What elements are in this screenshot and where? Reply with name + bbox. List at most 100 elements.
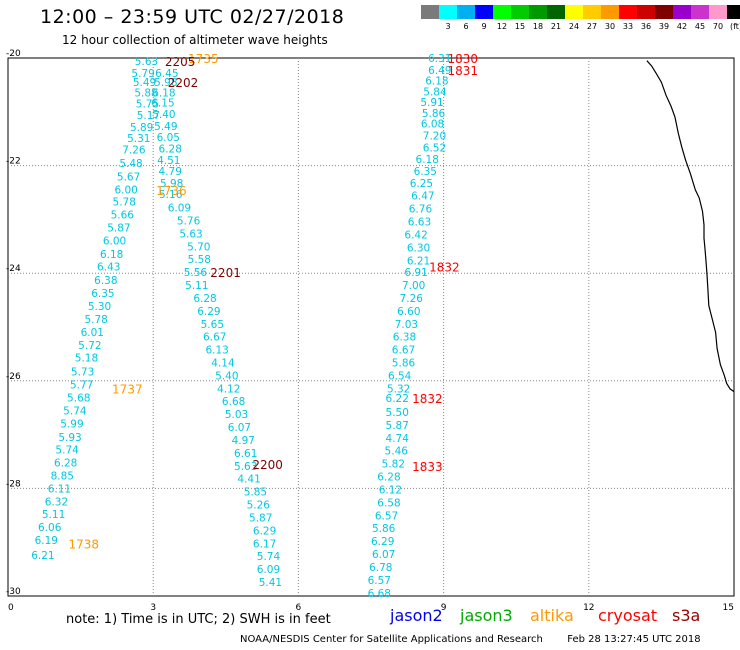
scale-swatch bbox=[457, 5, 475, 19]
wave-height-label: 5.82 bbox=[382, 459, 405, 471]
wave-height-label: 5.63 bbox=[135, 56, 158, 68]
wave-height-label: 5.75 bbox=[136, 99, 159, 111]
scale-swatch bbox=[583, 5, 601, 19]
wave-height-label: 6.35 bbox=[91, 288, 114, 300]
wave-height-label: 4.41 bbox=[237, 474, 260, 486]
wave-height-label: 5.11 bbox=[185, 280, 208, 292]
wave-height-label: 5.74 bbox=[63, 405, 87, 417]
wave-height-label: 4.14 bbox=[211, 358, 235, 370]
chart-title: 12:00 – 23:59 UTC 02/27/2018 bbox=[40, 6, 345, 28]
wave-height-label: 5.86 bbox=[392, 358, 416, 370]
wave-height-label: 5.68 bbox=[67, 392, 90, 404]
wave-height-label: 5.56 bbox=[184, 267, 208, 279]
wave-height-label: 5.77 bbox=[70, 380, 93, 392]
wave-height-label: 6.18 bbox=[416, 154, 439, 166]
scale-label: 3 bbox=[445, 22, 451, 31]
scale-cell: 6 bbox=[457, 5, 475, 31]
wave-height-label: 6.61 bbox=[234, 448, 257, 460]
wave-height-label: 5.03 bbox=[225, 409, 248, 421]
wave-height-label: 6.19 bbox=[35, 535, 58, 547]
wave-height-label: 6.63 bbox=[408, 217, 431, 229]
scale-cell: 70 bbox=[709, 5, 727, 31]
wave-height-label: 5.74 bbox=[55, 445, 79, 457]
wave-height-label: 5.85 bbox=[244, 487, 267, 499]
scale-cell: 3 bbox=[439, 5, 457, 31]
wave-height-label: 6.54 bbox=[388, 370, 412, 382]
scale-swatch bbox=[655, 5, 673, 19]
wave-height-label: 5.49 bbox=[154, 121, 177, 133]
y-tick-label: -24 bbox=[6, 264, 21, 274]
scale-swatch bbox=[493, 5, 511, 19]
scale-swatch bbox=[439, 5, 457, 19]
wave-height-label: 6.07 bbox=[372, 549, 395, 561]
wave-height-label: 5.48 bbox=[119, 158, 142, 170]
wave-height-label: 5.99 bbox=[60, 418, 83, 430]
wave-height-label: 5.40 bbox=[215, 370, 238, 382]
wave-height-label: 5.86 bbox=[372, 523, 396, 535]
wave-height-label: 6.28 bbox=[377, 472, 400, 484]
pass-time-label: 2202 bbox=[168, 76, 199, 90]
pass-time-label: 1737 bbox=[112, 382, 143, 396]
wave-height-label: 5.30 bbox=[88, 301, 111, 313]
scale-label: 30 bbox=[604, 22, 616, 31]
wave-height-label: 5.87 bbox=[249, 512, 272, 524]
wave-height-label: 6.35 bbox=[414, 166, 437, 178]
wave-height-label: 6.76 bbox=[409, 204, 433, 216]
scale-swatch bbox=[619, 5, 637, 19]
scale-label: 36 bbox=[640, 22, 652, 31]
wave-height-label: 6.06 bbox=[38, 522, 62, 534]
wave-height-label: 6.49 bbox=[428, 65, 451, 77]
wave-height-label: 6.67 bbox=[203, 332, 226, 344]
wave-height-label: 5.49 bbox=[133, 77, 156, 89]
wave-height-label: 6.18 bbox=[425, 76, 448, 88]
plot-frame bbox=[7, 57, 735, 597]
scale-swatch bbox=[565, 5, 583, 19]
wave-height-label: 5.88 bbox=[134, 87, 157, 99]
wave-height-label: 7.03 bbox=[395, 319, 418, 331]
wave-height-label: 6.32 bbox=[45, 496, 68, 508]
wave-height-label: 6.68 bbox=[222, 396, 245, 408]
x-tick-label: 3 bbox=[150, 603, 156, 613]
wave-height-label: 6.47 bbox=[411, 191, 434, 203]
wave-height-label: 6.29 bbox=[197, 306, 220, 318]
wave-height-label: 4.51 bbox=[157, 155, 180, 167]
scale-cell: 9 bbox=[475, 5, 493, 31]
chart-subtitle: 12 hour collection of altimeter wave hei… bbox=[62, 33, 328, 47]
scale-cell: 18 bbox=[529, 5, 547, 31]
wave-height-label: 5.63 bbox=[179, 228, 202, 240]
wave-height-label: 6.22 bbox=[386, 393, 409, 405]
x-tick-label: 12 bbox=[583, 603, 594, 613]
wave-height-label: 6.30 bbox=[407, 242, 430, 254]
scale-label: 45 bbox=[694, 22, 706, 31]
wave-height-label: 5.74 bbox=[257, 551, 281, 563]
wave-height-label: 6.08 bbox=[421, 119, 444, 131]
footnote: note: 1) Time is in UTC; 2) SWH is in fe… bbox=[66, 612, 331, 627]
scale-label: 42 bbox=[676, 22, 688, 31]
wave-height-label: 5.93 bbox=[58, 432, 81, 444]
wave-height-label: 5.26 bbox=[247, 500, 271, 512]
wave-height-label: 5.84 bbox=[423, 86, 447, 98]
y-tick-label: -26 bbox=[6, 372, 21, 382]
wave-height-label: 7.26 bbox=[122, 144, 146, 156]
credit-org: NOAA/NESDIS Center for Satellite Applica… bbox=[240, 634, 543, 645]
scale-label: 6 bbox=[463, 22, 469, 31]
scale-cell: 15 bbox=[511, 5, 529, 31]
scale-swatch bbox=[709, 5, 727, 19]
wave-height-label: 7.00 bbox=[402, 280, 425, 292]
wave-height-label: 6.58 bbox=[377, 497, 400, 509]
wave-height-label: 5.32 bbox=[387, 383, 410, 395]
wave-height-label: 6.52 bbox=[423, 142, 446, 154]
wave-height-label: 5.63 bbox=[234, 461, 257, 473]
scale-cell: 12 bbox=[493, 5, 511, 31]
wave-height-label: 6.18 bbox=[100, 249, 123, 261]
scale-swatch bbox=[511, 5, 529, 19]
scale-cell: 24 bbox=[565, 5, 583, 31]
pass-time-label: 1830 bbox=[447, 52, 478, 66]
pass-time-label: 2205 bbox=[165, 55, 196, 69]
wave-height-label: 5.17 bbox=[137, 110, 160, 122]
scale-swatch bbox=[727, 5, 740, 19]
scale-label: 70 bbox=[712, 22, 724, 31]
scale-swatch bbox=[637, 5, 655, 19]
